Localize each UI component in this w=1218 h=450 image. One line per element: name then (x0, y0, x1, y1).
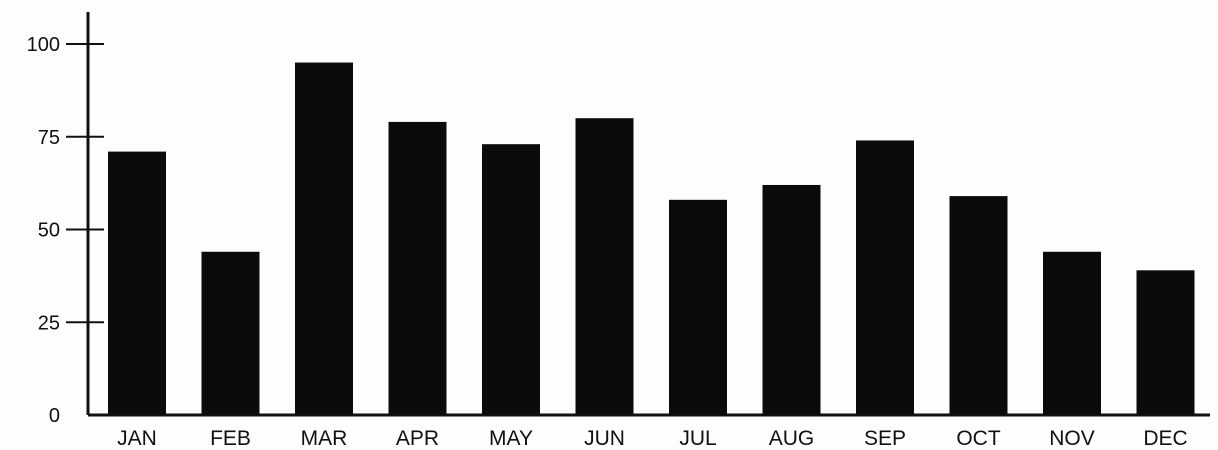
bar-jan (108, 151, 166, 415)
x-tick-label-feb: FEB (210, 427, 251, 450)
x-tick-label-apr: APR (396, 427, 439, 450)
bar-mar (295, 62, 353, 416)
bars (108, 62, 1195, 416)
x-tick-label-jul: JUL (679, 427, 716, 450)
bar-dec (1136, 270, 1195, 415)
y-tick-label-25: 25 (38, 312, 60, 334)
x-tick-label-dec: DEC (1143, 427, 1187, 450)
bar-apr (388, 121, 447, 415)
x-tick-label-nov: NOV (1049, 427, 1095, 450)
y-axis (66, 12, 104, 415)
x-tick-label-sep: SEP (864, 427, 906, 450)
x-tick-label-may: MAY (489, 427, 533, 450)
x-tick-label-oct: OCT (956, 427, 1001, 450)
x-tick-label-aug: AUG (769, 427, 815, 450)
y-tick-label-75: 75 (38, 127, 60, 149)
x-tick-label-jun: JUN (584, 427, 625, 450)
y-tick-label-50: 50 (38, 220, 60, 242)
y-tick-label-0: 0 (49, 405, 60, 427)
bar-sep (856, 140, 914, 415)
bar-aug (762, 184, 821, 415)
y-tick-label-100: 100 (27, 34, 60, 56)
x-tick-labels: JAN FEB MAR APR MAY JUN JUL AUG SEP OCT NOV DEC (117, 427, 1188, 450)
x-tick-label-mar: MAR (301, 427, 348, 450)
bar-nov (1043, 251, 1101, 415)
bar-jun (575, 118, 634, 415)
bar-feb (201, 251, 260, 415)
bar-jul (669, 199, 727, 415)
y-tick-labels: 0 25 50 75 100 (27, 34, 60, 427)
bar-oct (949, 196, 1008, 415)
bar-may (482, 144, 540, 416)
x-tick-label-jan: JAN (117, 427, 157, 450)
